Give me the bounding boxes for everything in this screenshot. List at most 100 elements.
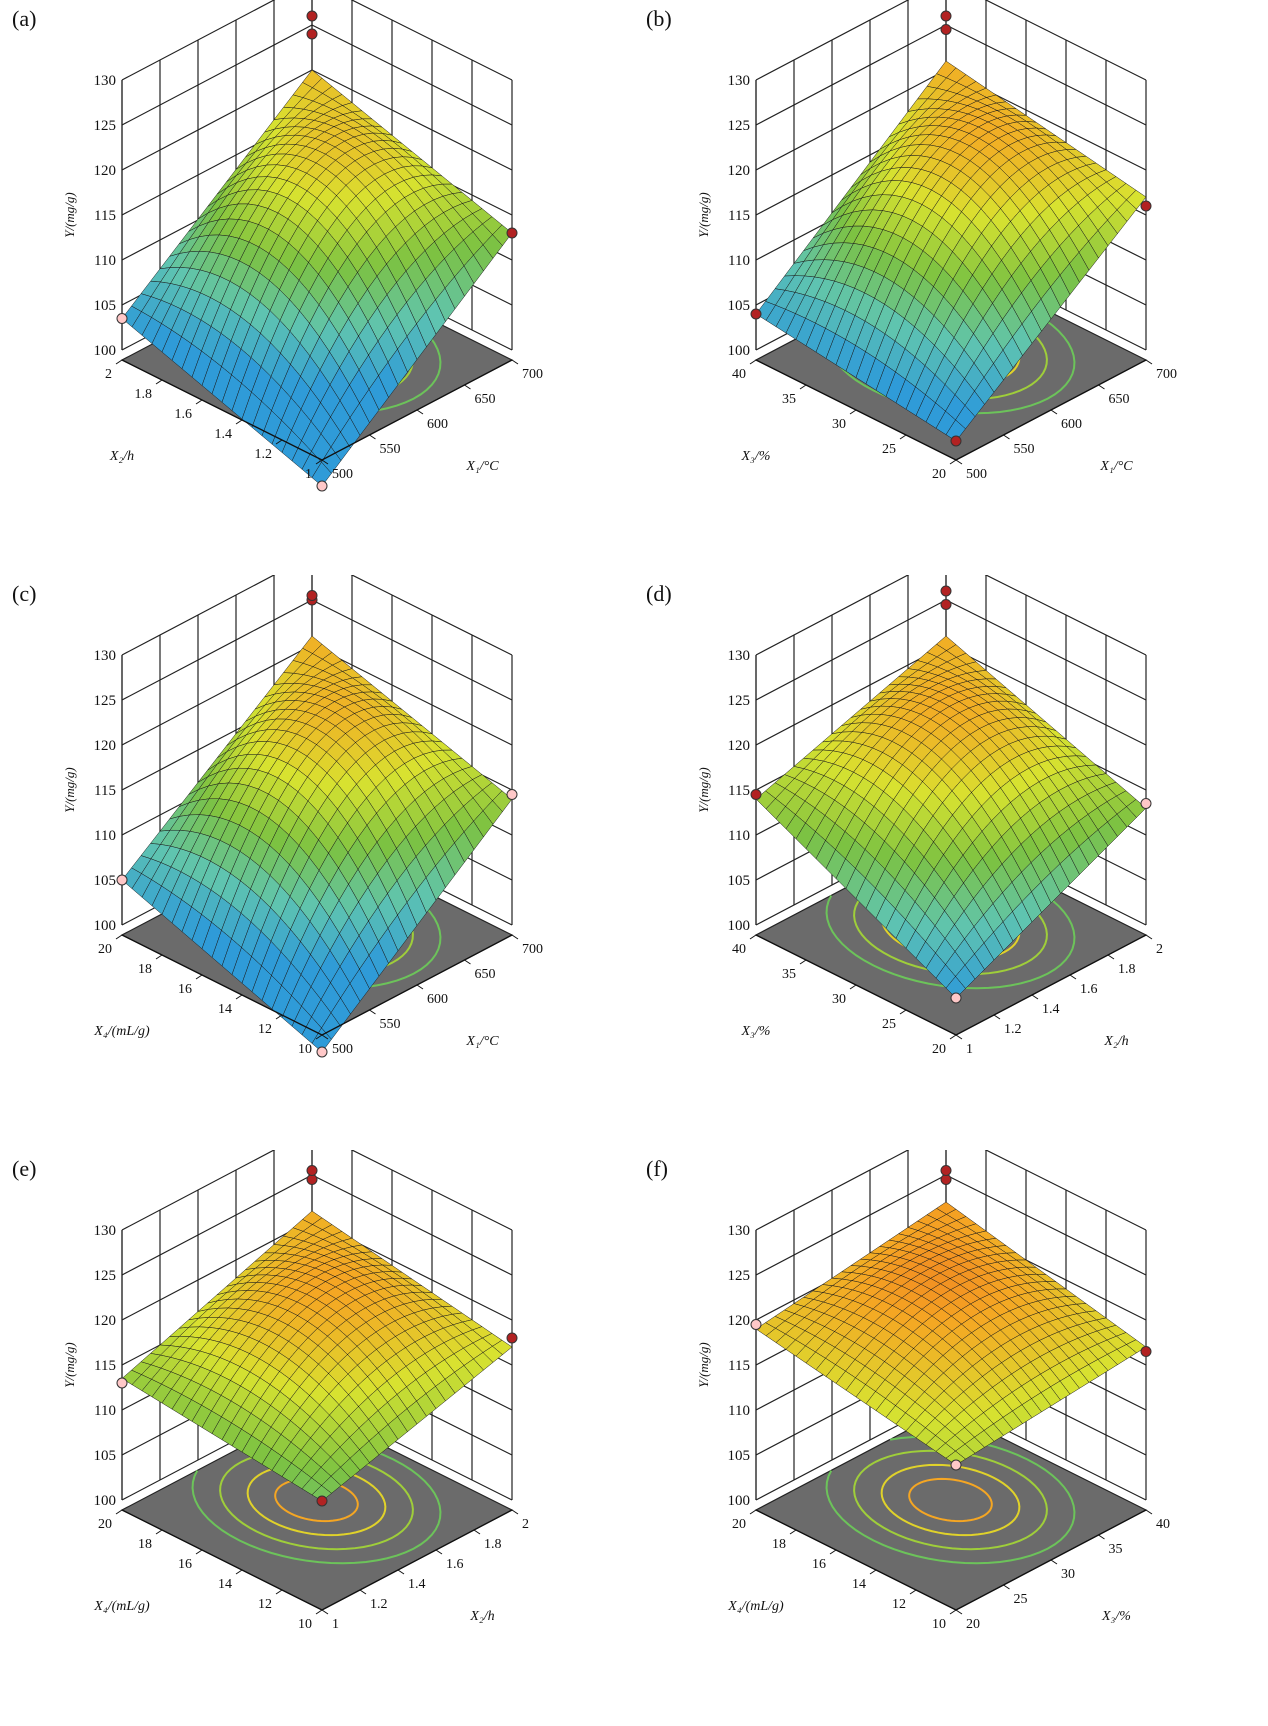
y-tick-label: 25: [1014, 1592, 1028, 1607]
z-tick-label: 125: [728, 693, 751, 709]
x-tick-label: 16: [178, 982, 192, 997]
surface-plot-a: (a) 100 105 110 115 120 125 130 Y/(mg/g) 1 1.2 1.4 1…: [0, 0, 634, 575]
panel-label: (b): [646, 6, 672, 31]
z-tick-label: 100: [728, 918, 751, 934]
design-point: [750, 789, 762, 800]
z-axis-title: Y/(mg/g): [62, 767, 77, 813]
x-tick-label: 18: [138, 1537, 152, 1552]
z-tick-label: 100: [728, 1493, 751, 1509]
z-tick-label: 105: [728, 1448, 751, 1464]
y-tick-label: 1.4: [408, 1577, 426, 1592]
z-tick-label: 115: [728, 208, 750, 224]
z-tick-label: 105: [728, 873, 751, 889]
z-tick-label: 110: [728, 1403, 750, 1419]
design-point: [306, 28, 318, 40]
y-tick-label: 500: [966, 467, 987, 482]
x-tick-label: 14: [852, 1577, 866, 1592]
y-tick-label: 30: [1061, 1567, 1075, 1582]
y-axis-title: X₁/°C: [1099, 459, 1133, 474]
x-tick-label: 16: [178, 1557, 192, 1572]
z-tick-label: 100: [94, 343, 117, 359]
design-points: [750, 585, 1152, 1004]
y-axis-title: X₁/°C: [465, 459, 499, 474]
z-tick-label: 130: [728, 73, 751, 89]
z-tick-label: 125: [728, 1268, 751, 1284]
design-point: [306, 1165, 318, 1176]
y-tick-label: 1.6: [446, 1557, 464, 1572]
y-tick-label: 35: [1109, 1542, 1123, 1557]
z-tick-label: 100: [94, 1493, 117, 1509]
surface-plot-c: (c) 100 105 110 115 120 125 130 Y/(mg/g) 10 12 14 16…: [0, 575, 634, 1150]
z-tick-label: 100: [728, 343, 751, 359]
x-tick-label: 1.8: [135, 387, 153, 402]
y-axis: 500 550 600 650 700 X₁/°C: [955, 359, 1177, 482]
x-tick-label: 14: [218, 1002, 232, 1017]
z-tick-label: 115: [94, 783, 116, 799]
design-point: [750, 308, 762, 320]
design-point: [940, 10, 952, 22]
x-axis: 10 12 14 16 18 20 X₄/(mL/g): [93, 1509, 323, 1632]
z-axis: 100 105 110 115 120 125 130 Y/(mg/g): [62, 648, 116, 934]
y-tick-label: 500: [332, 1042, 353, 1057]
x-tick-label: 10: [932, 1617, 946, 1632]
design-points: [116, 590, 518, 1058]
panel-label: (f): [646, 1156, 668, 1181]
response-surface: [755, 635, 1147, 999]
x-axis-title: X₂/h: [109, 449, 134, 464]
y-tick-label: 600: [1061, 417, 1082, 432]
design-points: [116, 10, 518, 492]
design-point: [750, 1319, 762, 1330]
x-axis: 10 12 14 16 18 20 X₄/(mL/g): [93, 934, 323, 1057]
x-tick-label: 12: [892, 1597, 906, 1612]
x-axis: 20 25 30 35 40 X₃/%: [732, 359, 957, 482]
z-tick-label: 130: [94, 648, 117, 664]
z-tick-label: 110: [728, 253, 750, 269]
z-tick-label: 120: [728, 738, 751, 754]
design-points: [750, 1165, 1152, 1471]
design-point: [950, 1459, 962, 1471]
z-tick-label: 125: [94, 1268, 117, 1284]
z-tick-label: 105: [94, 873, 117, 889]
y-tick-label: 650: [475, 967, 496, 982]
design-point: [116, 313, 128, 324]
response-surface: [121, 1210, 513, 1502]
y-tick-label: 550: [1014, 442, 1035, 457]
x-tick-label: 35: [782, 967, 796, 982]
y-tick-label: 600: [427, 992, 448, 1007]
z-axis: 100 105 110 115 120 125 130 Y/(mg/g): [62, 73, 116, 359]
z-axis: 100 105 110 115 120 125 130 Y/(mg/g): [696, 73, 750, 359]
plot-canvas: 100 105 110 115 120 125 130 Y/(mg/g) 10 12 14 16 18 2…: [62, 575, 543, 1058]
x-tick-label: 20: [98, 1517, 112, 1532]
y-axis-title: X₂/h: [1103, 1034, 1128, 1049]
z-tick-label: 105: [94, 1448, 117, 1464]
surface-plot-f: (f) 100 105 110 115 120 125 130 Y/(mg/g) 10 12 14 16…: [634, 1150, 1268, 1725]
surface-plot-b: (b) 100 105 110 115 120 125 130 Y/(mg/g) 20 25 30 35…: [634, 0, 1268, 575]
y-axis: 500 550 600 650 700 X₁/°C: [321, 359, 543, 482]
design-point: [506, 789, 518, 800]
z-axis-title: Y/(mg/g): [696, 767, 711, 813]
design-point: [316, 480, 328, 492]
z-tick-label: 130: [728, 1223, 751, 1239]
x-axis: 20 25 30 35 40 X₃/%: [732, 934, 957, 1057]
x-tick-label: 14: [218, 1577, 232, 1592]
panel-label: (a): [12, 6, 37, 31]
x-axis: 10 12 14 16 18 20 X₄/(mL/g): [727, 1509, 957, 1632]
y-axis: 1 1.2 1.4 1.6 1.8 2 X₂/h: [955, 934, 1163, 1057]
design-point: [940, 24, 952, 35]
z-tick-label: 125: [94, 693, 117, 709]
x-tick-label: 20: [932, 1042, 946, 1057]
y-axis: 20 25 30 35 40 X₃/%: [955, 1509, 1170, 1632]
y-tick-label: 550: [380, 442, 401, 457]
x-axis-title: X₃/%: [741, 449, 771, 464]
x-tick-label: 16: [812, 1557, 826, 1572]
z-tick-label: 105: [94, 298, 117, 314]
z-axis: 100 105 110 115 120 125 130 Y/(mg/g): [696, 1223, 750, 1509]
x-tick-label: 18: [138, 962, 152, 977]
plot-canvas: 100 105 110 115 120 125 130 Y/(mg/g) 20 25 30 35 40 X…: [696, 575, 1163, 1057]
x-axis-title: X₄/(mL/g): [93, 1599, 150, 1614]
z-tick-label: 110: [728, 828, 750, 844]
z-tick-label: 100: [94, 918, 117, 934]
design-point: [506, 1332, 518, 1344]
plot-canvas: 100105110115120125130Y/(mg/g)11.21.41.61…: [62, 0, 543, 492]
z-tick-label: 120: [728, 163, 751, 179]
